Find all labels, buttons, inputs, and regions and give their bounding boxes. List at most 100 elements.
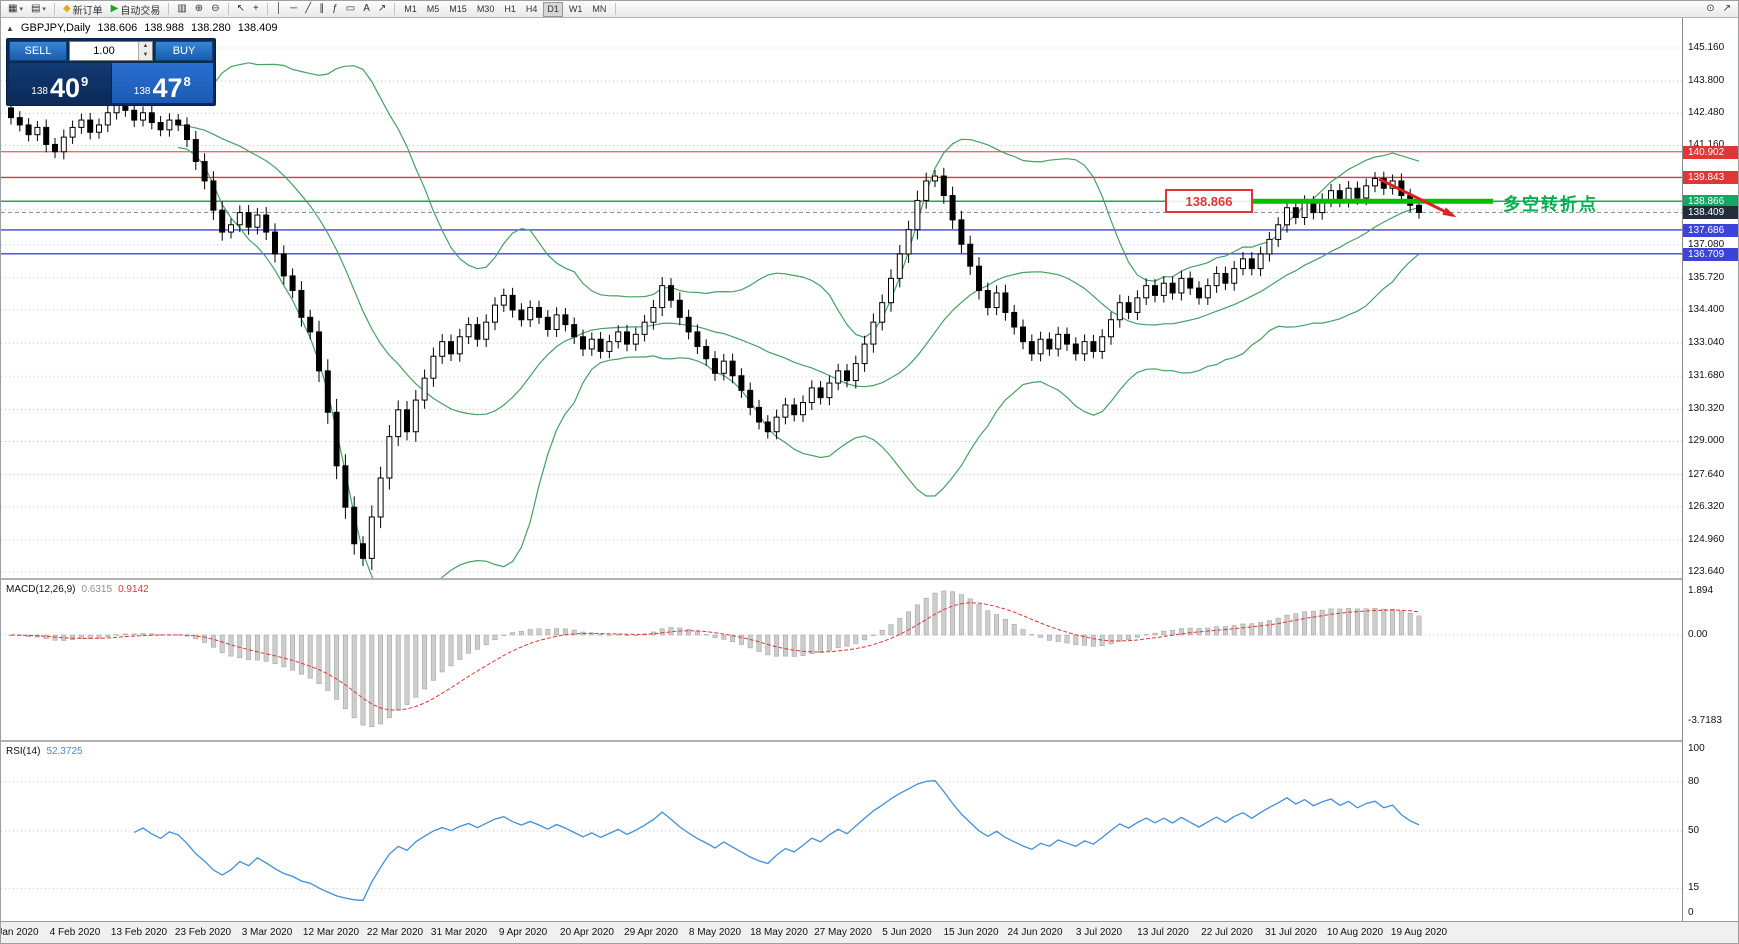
time-scale[interactable]: 26 Jan 2020 4 Feb 2020 13 Feb 2020 23 Feb 2… — [1, 921, 1738, 943]
rsi-pane — [1, 742, 1682, 921]
tf-m15-label: M15 — [449, 4, 467, 14]
arrows-icon: ↗ — [377, 3, 387, 14]
tf-mn-button[interactable]: MN — [588, 2, 610, 17]
price-label-badge: 140.902 — [1683, 145, 1738, 159]
zoom-in-icon[interactable]: ⊕ — [191, 1, 207, 18]
macd-label: MACD(12,26,9) 0.6315 0.9142 — [6, 584, 149, 595]
axis-tick-label: 142.480 — [1688, 107, 1725, 119]
tf-w1-button[interactable]: W1 — [565, 2, 587, 17]
rsi-value: 52.3725 — [46, 746, 83, 757]
axis-tick-label: -3.7183 — [1688, 714, 1722, 726]
volume-value[interactable]: 1.00 — [93, 45, 115, 57]
search-icon: ⊙ — [1706, 3, 1715, 14]
candles-layer — [8, 96, 1422, 570]
time-axis-label: 15 Jun 2020 — [943, 927, 999, 938]
time-axis-label: 13 Jul 2020 — [1137, 927, 1189, 938]
new-order-button[interactable]: ◆ 新订单 — [59, 1, 107, 18]
buy-price-display[interactable]: 138 47 8 — [110, 63, 213, 103]
tf-h1-button[interactable]: H1 — [500, 2, 520, 17]
axis-tick-label: 145.160 — [1688, 42, 1725, 53]
time-axis-label: 27 May 2020 — [814, 927, 872, 938]
zoom-out-icon[interactable]: ⊖ — [207, 1, 223, 18]
trendline-icon[interactable]: ╱ — [301, 1, 315, 18]
new-order-icon: ◆ — [62, 3, 71, 14]
tf-m5-button[interactable]: M5 — [423, 2, 444, 17]
tf-m5-label: M5 — [426, 4, 440, 14]
quote-low: 138.280 — [190, 22, 231, 34]
axis-tick-label: 133.040 — [1688, 337, 1725, 349]
volume-up-button[interactable]: ▲ — [139, 42, 152, 51]
price-callout-138866[interactable]: 138.866 — [1165, 189, 1253, 213]
annotation-objects[interactable] — [1249, 177, 1493, 218]
tf-d1-button[interactable]: D1 — [543, 1, 563, 17]
time-axis-label: 12 Mar 2020 — [302, 927, 360, 938]
collapse-panel-icon[interactable]: ▲ — [6, 23, 14, 33]
time-axis-label: 26 Jan 2020 — [1, 927, 39, 938]
profiles-dropdown-icon[interactable]: ▾ — [42, 6, 46, 13]
buy-price-prefix: 138 — [133, 86, 151, 97]
pane-separator-rsi[interactable] — [1, 740, 1738, 742]
axis-tick-label: 80 — [1688, 775, 1700, 787]
toolbar-group-draw-objects: │ ─ ╱ ∥ ƒ ▭ A ↗ — [272, 1, 390, 18]
toolbar-group-cursor-tools: ↖ + — [233, 1, 263, 18]
auto-trading-button[interactable]: ▶ 自动交易 — [107, 1, 165, 18]
crosshair-icon: + — [252, 3, 259, 14]
toolbar-group-windows: ▥ ⊕ ⊖ — [173, 1, 223, 18]
time-axis-label: 3 Jul 2020 — [1075, 927, 1123, 938]
volume-down-button[interactable]: ▼ — [139, 51, 152, 60]
buy-button[interactable]: BUY — [155, 41, 213, 61]
text-label-icon[interactable]: A — [359, 1, 374, 18]
tf-m1-button[interactable]: M1 — [400, 2, 421, 17]
cursor-icon[interactable]: ↖ — [233, 1, 249, 18]
shapes-icon[interactable]: ▭ — [342, 1, 359, 18]
axis-tick-label: 123.640 — [1688, 565, 1725, 577]
search-icon[interactable]: ⊙ — [1702, 1, 1718, 18]
crosshair-icon[interactable]: + — [249, 1, 263, 18]
cursor-icon: ↖ — [236, 3, 245, 14]
sell-button[interactable]: SELL — [9, 41, 67, 61]
time-axis-label: 9 Apr 2020 — [498, 927, 548, 938]
tf-mn-label: MN — [592, 4, 607, 14]
vertical-line-icon[interactable]: │ — [272, 1, 286, 18]
axis-tick-label: 50 — [1688, 825, 1700, 836]
pane-separator-macd[interactable] — [1, 578, 1738, 580]
quick-nav-icon: ↗ — [1722, 3, 1731, 14]
turning-point-note[interactable]: 多空转折点 — [1503, 195, 1598, 214]
tile-windows-icon[interactable]: ▥ — [173, 1, 190, 18]
equidistant-channel-icon[interactable]: ∥ — [315, 1, 328, 18]
quote-open: 138.606 — [97, 22, 138, 34]
tf-m15-button[interactable]: M15 — [445, 2, 471, 17]
time-axis-label: 22 Mar 2020 — [366, 927, 424, 938]
down-trend-line — [1378, 177, 1454, 217]
quick-nav-icon[interactable]: ↗ — [1719, 1, 1735, 18]
toolbar-separator — [394, 3, 396, 15]
new-chart-dropdown-icon[interactable]: ▾ — [19, 6, 23, 13]
buy-price-sup: 8 — [183, 74, 191, 89]
equidistant-channel-icon: ∥ — [319, 3, 325, 14]
price-scale[interactable]: 145.160 143.800 142.480 141.160 137.080 135.7… — [1682, 18, 1738, 921]
rsi-chart-canvas[interactable] — [1, 742, 1682, 921]
price-label-badge: 139.843 — [1683, 171, 1738, 185]
time-axis-label: 31 Mar 2020 — [430, 927, 488, 938]
axis-tick-label: 134.400 — [1688, 303, 1725, 315]
horizontal-line-icon[interactable]: ─ — [286, 1, 301, 18]
new-chart-icon[interactable]: ▦ ▾ — [4, 1, 27, 18]
tf-m30-button[interactable]: M30 — [473, 2, 499, 17]
axis-tick-label: 0 — [1688, 907, 1694, 918]
tf-h4-button[interactable]: H4 — [522, 2, 542, 17]
price-chart-canvas[interactable] — [1, 18, 1682, 578]
new-order-label: 新订单 — [72, 5, 103, 17]
sell-price-display[interactable]: 138 40 9 — [9, 63, 111, 103]
auto-trading-icon: ▶ — [110, 3, 119, 14]
arrows-icon[interactable]: ↗ — [374, 1, 390, 18]
macd-pane — [1, 580, 1682, 740]
axis-tick-label: 126.320 — [1688, 500, 1725, 512]
vertical-line-icon: │ — [275, 3, 283, 14]
rsi-name: RSI(14) — [6, 746, 41, 757]
time-axis-label: 31 Jul 2020 — [1265, 927, 1317, 938]
volume-input[interactable]: 1.00 ▲ ▼ — [69, 41, 153, 61]
auto-trading-label: 自动交易 — [120, 5, 161, 17]
fibonacci-icon[interactable]: ƒ — [328, 1, 342, 18]
macd-chart-canvas[interactable] — [1, 580, 1682, 740]
profiles-icon[interactable]: ▤ ▾ — [27, 1, 50, 18]
